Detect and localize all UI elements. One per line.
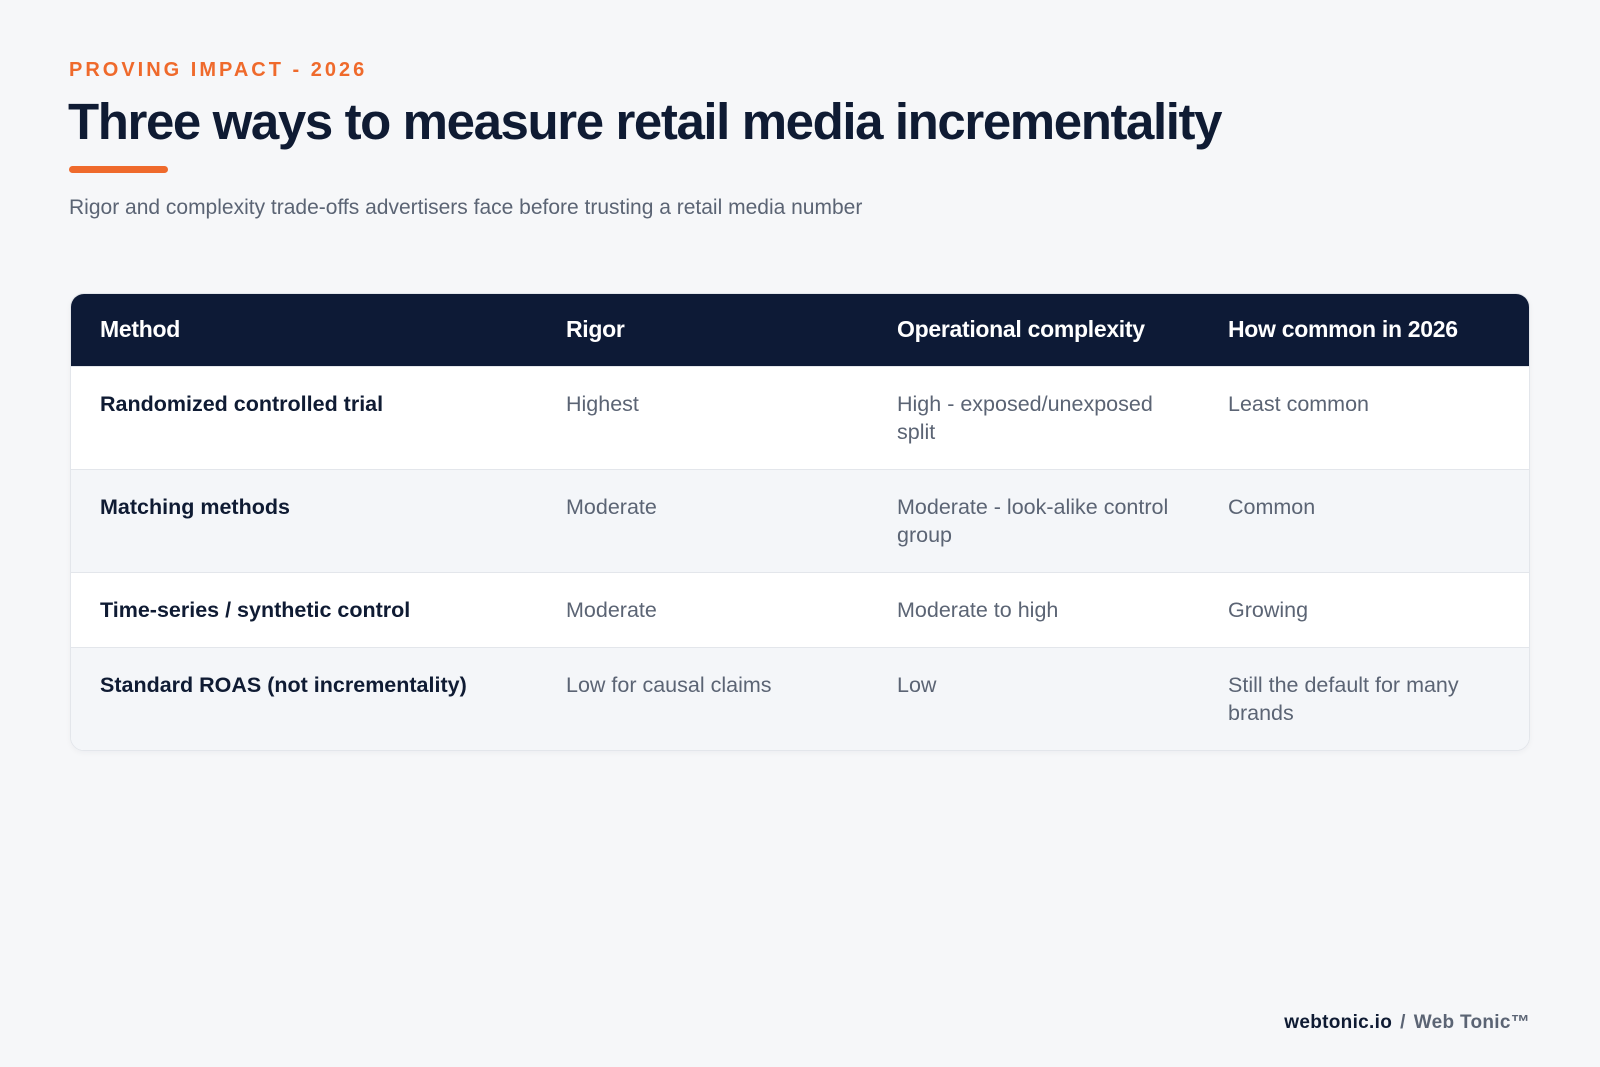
column-header-rigor: Rigor <box>566 316 625 343</box>
comparison-table: Method Rigor Operational complexity How … <box>71 294 1529 750</box>
cell-complexity: Low <box>897 672 937 697</box>
table-body: Randomized controlled trial Highest High… <box>71 366 1529 750</box>
cell-common: Least common <box>1228 391 1370 416</box>
footer-credit: webtonic.io / Web Tonic™ <box>1284 1012 1530 1034</box>
table-row: Time-series / synthetic control Moderate… <box>71 572 1529 647</box>
comparison-table-card: Method Rigor Operational complexity How … <box>70 293 1530 751</box>
column-header-common: How common in 2026 <box>1228 316 1458 343</box>
cell-rigor: Moderate <box>566 494 657 519</box>
cell-method: Randomized controlled trial <box>100 391 384 416</box>
page-title: Three ways to measure retail media incre… <box>68 93 1222 150</box>
table-header: Method Rigor Operational complexity How … <box>71 294 1529 366</box>
cell-complexity: High - exposed/unexposed split <box>897 391 1153 444</box>
cell-method: Standard ROAS (not incrementality) <box>100 672 467 697</box>
cell-common: Common <box>1228 494 1316 519</box>
cell-complexity: Moderate to high <box>897 597 1059 622</box>
column-header-complexity: Operational complexity <box>897 316 1145 343</box>
cell-rigor: Highest <box>566 391 639 416</box>
cell-rigor: Low for causal claims <box>566 672 772 697</box>
column-header-method: Method <box>100 316 180 343</box>
table-header-row: Method Rigor Operational complexity How … <box>71 294 1529 366</box>
title-accent-bar <box>69 166 168 173</box>
footer-separator: / <box>1400 1012 1406 1033</box>
table-row: Randomized controlled trial Highest High… <box>71 366 1529 469</box>
cell-common: Growing <box>1228 597 1309 622</box>
table-row: Matching methods Moderate Moderate - loo… <box>71 469 1529 572</box>
cell-rigor: Moderate <box>566 597 657 622</box>
cell-method: Time-series / synthetic control <box>100 597 411 622</box>
footer-site: webtonic.io <box>1284 1012 1393 1033</box>
page-subtitle: Rigor and complexity trade-offs advertis… <box>69 196 863 219</box>
table-row: Standard ROAS (not incrementality) Low f… <box>71 647 1529 750</box>
cell-method: Matching methods <box>100 494 290 519</box>
cell-common: Still the default for many brands <box>1228 672 1459 725</box>
cell-complexity: Moderate - look-alike control group <box>897 494 1169 547</box>
footer-brand: Web Tonic™ <box>1413 1012 1530 1033</box>
eyebrow-label: PROVING IMPACT - 2026 <box>69 59 368 81</box>
